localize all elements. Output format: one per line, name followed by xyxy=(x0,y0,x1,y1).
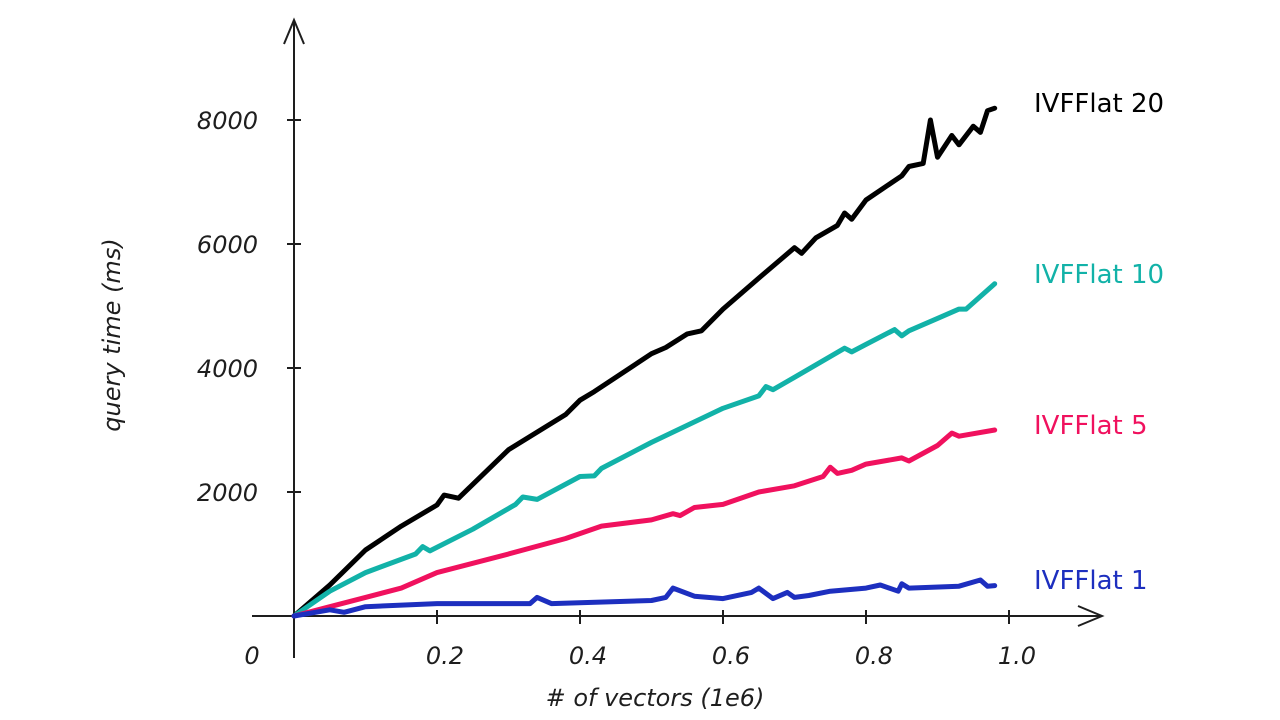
y-tick-label: 4000 xyxy=(197,355,258,383)
series-line-ivfflat-5 xyxy=(291,427,998,619)
y-axis-label: query time (ms) xyxy=(98,238,126,431)
x-tick-label: 0.4 xyxy=(569,642,607,670)
x-tick-label: 0.2 xyxy=(426,642,464,670)
series-label: IVFFlat 1 xyxy=(1034,566,1148,596)
x-tick-label: 1.0 xyxy=(998,642,1036,670)
axes xyxy=(252,17,1105,658)
x-axis-label: # of vectors (1e6) xyxy=(546,684,765,712)
y-tick-label: 8000 xyxy=(197,107,258,135)
y-tick-label: 6000 xyxy=(197,231,258,259)
x-tick-label: 0.8 xyxy=(855,642,893,670)
series-line-ivfflat-1 xyxy=(291,577,998,619)
series-line-ivfflat-10 xyxy=(291,281,998,619)
y-tick-label: 2000 xyxy=(197,479,258,507)
series-label: IVFFlat 20 xyxy=(1034,89,1164,119)
origin-label: 0 xyxy=(244,642,259,670)
x-tick-label: 0.6 xyxy=(712,642,750,670)
series-label: IVFFlat 5 xyxy=(1034,411,1148,441)
x-axis-arrow-icon xyxy=(1077,605,1105,627)
series-line-ivfflat-20 xyxy=(291,105,998,619)
y-axis-arrow-icon xyxy=(283,17,305,45)
series-label: IVFFlat 10 xyxy=(1034,260,1164,290)
